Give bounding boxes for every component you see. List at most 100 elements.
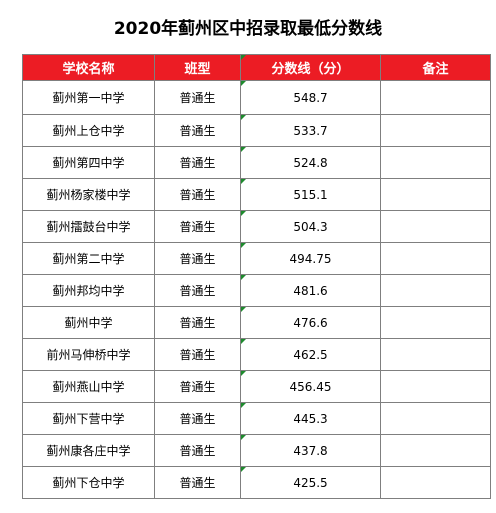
score-table: 学校名称 班型 分数线（分） 备注 蓟州第一中学 普通生 548.7 蓟州上仓中学 普通… <box>22 54 491 499</box>
school-name-cell: 蓟州下营中学 <box>22 402 155 435</box>
score-cell: 445.3 <box>240 402 381 435</box>
corner-flag-icon <box>241 275 246 280</box>
school-name-cell: 蓟州燕山中学 <box>22 370 155 403</box>
note-cell <box>380 114 491 147</box>
score-value: 481.6 <box>293 283 328 298</box>
score-table-container: 学校名称 班型 分数线（分） 备注 蓟州第一中学 普通生 548.7 蓟州上仓中学 普通… <box>22 54 491 499</box>
corner-flag-icon <box>241 55 246 60</box>
corner-flag-icon <box>241 371 246 376</box>
score-value: 548.7 <box>293 90 328 105</box>
note-cell <box>380 466 491 499</box>
note-cell <box>380 146 491 179</box>
school-name-cell: 蓟州杨家楼中学 <box>22 178 155 211</box>
table-row: 蓟州上仓中学 普通生 533.7 <box>22 114 491 147</box>
score-value: 504.3 <box>293 219 328 234</box>
school-name-cell: 蓟州第一中学 <box>22 80 155 115</box>
table-body: 蓟州第一中学 普通生 548.7 蓟州上仓中学 普通生 533.7 蓟州第四中学 普通生 524… <box>22 80 491 499</box>
table-header-row: 学校名称 班型 分数线（分） 备注 <box>22 54 491 81</box>
table-row: 蓟州康各庄中学 普通生 437.8 <box>22 434 491 467</box>
table-row: 蓟州下仓中学 普通生 425.5 <box>22 466 491 499</box>
score-value: 533.7 <box>293 123 328 138</box>
school-name-cell: 蓟州中学 <box>22 306 155 339</box>
score-cell: 504.3 <box>240 210 381 243</box>
corner-flag-icon <box>241 115 246 120</box>
corner-flag-icon <box>241 307 246 312</box>
score-cell: 437.8 <box>240 434 381 467</box>
class-type-cell: 普通生 <box>154 434 241 467</box>
header-score-label: 分数线（分） <box>271 62 350 77</box>
class-type-cell: 普通生 <box>154 80 241 115</box>
school-name-cell: 蓟州下仓中学 <box>22 466 155 499</box>
score-cell: 462.5 <box>240 338 381 371</box>
corner-flag-icon <box>241 339 246 344</box>
table-row: 蓟州邦均中学 普通生 481.6 <box>22 274 491 307</box>
class-type-cell: 普通生 <box>154 306 241 339</box>
score-cell: 548.7 <box>240 80 381 115</box>
school-name-cell: 蓟州邦均中学 <box>22 274 155 307</box>
header-note: 备注 <box>380 54 491 81</box>
score-cell: 456.45 <box>240 370 381 403</box>
score-cell: 425.5 <box>240 466 381 499</box>
class-type-cell: 普通生 <box>154 210 241 243</box>
class-type-cell: 普通生 <box>154 274 241 307</box>
class-type-cell: 普通生 <box>154 242 241 275</box>
table-row: 前州马伸桥中学 普通生 462.5 <box>22 338 491 371</box>
page-title: 2020年蓟州区中招录取最低分数线 <box>113 19 383 39</box>
header-score: 分数线（分） <box>240 54 381 81</box>
corner-flag-icon <box>241 147 246 152</box>
corner-flag-icon <box>241 81 246 86</box>
table-row: 蓟州下营中学 普通生 445.3 <box>22 402 491 435</box>
note-cell <box>380 178 491 211</box>
note-cell <box>380 306 491 339</box>
table-row: 蓟州第四中学 普通生 524.8 <box>22 146 491 179</box>
note-cell <box>380 242 491 275</box>
score-value: 462.5 <box>293 347 328 362</box>
note-cell <box>380 210 491 243</box>
note-cell <box>380 80 491 115</box>
class-type-cell: 普通生 <box>154 146 241 179</box>
class-type-cell: 普通生 <box>154 114 241 147</box>
school-name-cell: 前州马伸桥中学 <box>22 338 155 371</box>
class-type-cell: 普通生 <box>154 338 241 371</box>
school-name-cell: 蓟州第四中学 <box>22 146 155 179</box>
score-cell: 533.7 <box>240 114 381 147</box>
class-type-cell: 普通生 <box>154 370 241 403</box>
class-type-cell: 普通生 <box>154 178 241 211</box>
score-cell: 481.6 <box>240 274 381 307</box>
score-cell: 476.6 <box>240 306 381 339</box>
score-value: 445.3 <box>293 411 328 426</box>
note-cell <box>380 402 491 435</box>
header-class-type: 班型 <box>154 54 241 81</box>
table-row: 蓟州中学 普通生 476.6 <box>22 306 491 339</box>
score-cell: 524.8 <box>240 146 381 179</box>
score-value: 425.5 <box>293 475 328 490</box>
table-row: 蓟州第一中学 普通生 548.7 <box>22 80 491 115</box>
score-value: 494.75 <box>289 251 332 266</box>
corner-flag-icon <box>241 403 246 408</box>
school-name-cell: 蓟州擂鼓台中学 <box>22 210 155 243</box>
corner-flag-icon <box>241 435 246 440</box>
corner-flag-icon <box>241 243 246 248</box>
class-type-cell: 普通生 <box>154 466 241 499</box>
score-cell: 494.75 <box>240 242 381 275</box>
table-row: 蓟州燕山中学 普通生 456.45 <box>22 370 491 403</box>
note-cell <box>380 370 491 403</box>
note-cell <box>380 338 491 371</box>
corner-flag-icon <box>241 467 246 472</box>
school-name-cell: 蓟州康各庄中学 <box>22 434 155 467</box>
school-name-cell: 蓟州第二中学 <box>22 242 155 275</box>
score-value: 476.6 <box>293 315 328 330</box>
score-value: 515.1 <box>293 187 328 202</box>
corner-flag-icon <box>241 179 246 184</box>
table-row: 蓟州杨家楼中学 普通生 515.1 <box>22 178 491 211</box>
score-value: 456.45 <box>289 379 332 394</box>
header-school: 学校名称 <box>22 54 155 81</box>
score-value: 524.8 <box>293 155 328 170</box>
corner-flag-icon <box>241 211 246 216</box>
class-type-cell: 普通生 <box>154 402 241 435</box>
score-value: 437.8 <box>293 443 328 458</box>
table-row: 蓟州第二中学 普通生 494.75 <box>22 242 491 275</box>
note-cell <box>380 434 491 467</box>
school-name-cell: 蓟州上仓中学 <box>22 114 155 147</box>
note-cell <box>380 274 491 307</box>
